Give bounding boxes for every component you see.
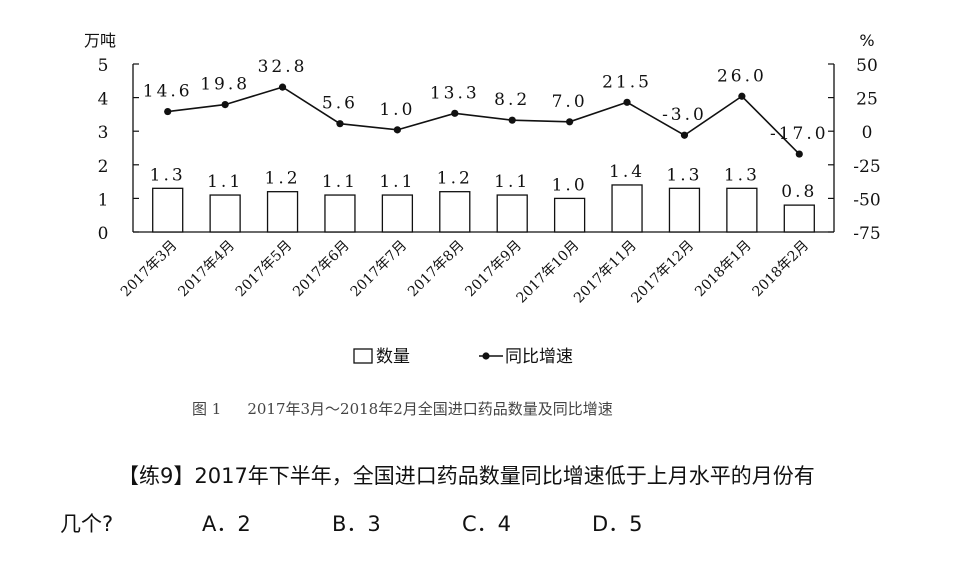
option-a[interactable]: A．2 [202, 512, 251, 536]
bar [324, 194, 356, 233]
bar [496, 194, 528, 233]
bar-data-label: 1.4 [609, 162, 645, 182]
growth-point [393, 126, 401, 134]
option-b[interactable]: B．3 [332, 512, 381, 536]
right-axis-tick-label: 50 [856, 56, 878, 76]
left-axis-tick-label: 1 [98, 190, 109, 210]
bar [611, 184, 643, 233]
right-axis-tick-label: -75 [853, 224, 880, 244]
x-axis-tick-label: 2017年4月 [175, 238, 238, 301]
growth-point [680, 131, 689, 139]
bar-data-label: 1.3 [150, 165, 186, 185]
growth-point [336, 120, 344, 128]
growth-point [164, 107, 172, 116]
line-data-label: 5.6 [322, 94, 358, 114]
bar [783, 204, 815, 233]
x-axis-tick-label: 2017年3月 [118, 238, 181, 301]
line-data-label: -3.0 [662, 105, 707, 125]
line-data-label: 21.5 [602, 72, 652, 92]
growth-point [623, 98, 631, 106]
question-prefix: 几个? [60, 512, 114, 536]
bar-data-label: 1.1 [207, 172, 243, 192]
bar-data-label: 1.2 [265, 169, 301, 189]
legend-line-marker [482, 352, 490, 360]
right-axis-tick-label: -25 [853, 157, 880, 177]
bar-data-label: 0.8 [781, 182, 817, 202]
growth-point [795, 150, 803, 158]
right-axis-tick-label: 0 [862, 123, 873, 143]
bar-data-label: 1.2 [437, 169, 473, 189]
growth-point [738, 92, 746, 100]
growth-point [221, 100, 229, 109]
bar-data-label: 1.0 [552, 175, 588, 195]
line-data-label: 32.8 [258, 57, 308, 77]
bar-data-label: 1.3 [666, 165, 702, 185]
figure-title: 2017年3月～2018年2月全国进口药品数量及同比增速 [247, 400, 613, 418]
x-axis-tick-label: 2017年8月 [405, 238, 468, 301]
bar [266, 191, 299, 233]
x-axis-tick-label: 2017年5月 [233, 238, 296, 301]
options-row: 几个? A．2 B．3 C．4 D．5 [60, 508, 722, 538]
left-axis-unit: 万吨 [84, 31, 116, 50]
x-axis-tick-label: 2017年7月 [348, 238, 411, 301]
chart: 5 4 3 2 1 0 万吨 50 25 0 -25 -50 -75% 1.3 2017年3月 1.1 2017… [84, 31, 881, 367]
x-axis-tick-label: 2018年1月 [692, 238, 755, 301]
bar-data-label: 1.1 [379, 172, 415, 192]
line-data-label: -17.0 [770, 124, 829, 144]
left-axis-tick-label: 0 [98, 224, 109, 244]
line-data-label: 19.8 [200, 75, 250, 95]
left-axis-tick-label: 4 [98, 90, 109, 110]
left-axis-tick-label: 3 [98, 123, 109, 143]
right-axis-tick-label: -50 [853, 190, 880, 210]
bar-data-label: 1.3 [724, 165, 760, 185]
legend-bar-swatch [353, 348, 373, 364]
option-d[interactable]: D．5 [592, 512, 643, 536]
figure-caption: 图 1 2017年3月～2018年2月全国进口药品数量及同比增速 [192, 398, 613, 419]
bar [152, 187, 184, 233]
x-axis-tick-label: 2018年2月 [750, 238, 813, 301]
bar [668, 187, 701, 233]
option-c[interactable]: C．4 [462, 512, 512, 536]
legend-bar-label: 数量 [376, 347, 410, 367]
growth-point [566, 118, 574, 126]
right-axis-tick-label: 25 [856, 90, 878, 110]
figure-number: 图 1 [192, 400, 222, 418]
x-axis-tick-label: 2017年6月 [290, 238, 353, 301]
question-text: 【练9】2017年下半年，全国进口药品数量同比增速低于上月水平的月份有 [118, 464, 815, 488]
right-axis-unit: % [859, 31, 874, 50]
growth-line [167, 86, 800, 155]
growth-point [451, 109, 459, 117]
bar [209, 194, 241, 233]
bar-data-label: 1.1 [322, 172, 358, 192]
legend-line-label: 同比增速 [505, 347, 573, 367]
bar [381, 194, 414, 233]
bar [553, 197, 586, 233]
growth-point [278, 83, 287, 91]
line-data-label: 14.6 [143, 82, 193, 102]
bar-data-label: 1.1 [494, 172, 530, 192]
x-axis-tick-label: 2017年9月 [462, 238, 525, 301]
line-data-label: 26.0 [717, 66, 767, 86]
bar [439, 191, 471, 233]
line-data-label: 13.3 [430, 83, 480, 103]
line-data-label: 8.2 [494, 90, 530, 110]
left-axis-tick-label: 2 [98, 157, 109, 177]
line-data-label: 1.0 [379, 100, 415, 120]
growth-point [508, 116, 516, 124]
left-axis-tick-label: 5 [98, 56, 109, 76]
bar [726, 187, 758, 233]
line-data-label: 7.0 [552, 92, 588, 112]
